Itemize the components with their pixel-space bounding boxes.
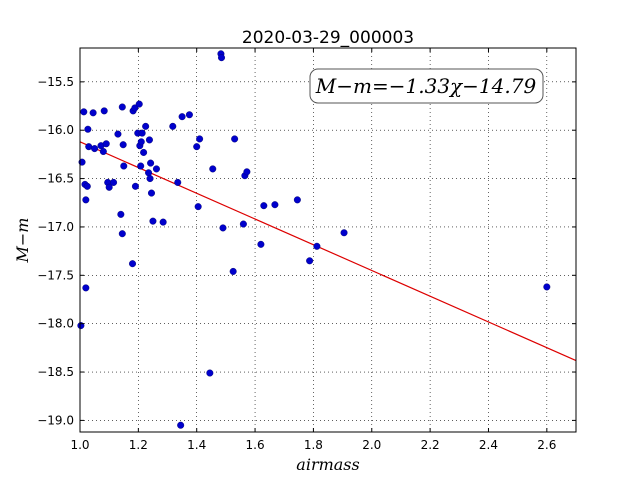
x-tick-label: 1.4	[187, 438, 206, 452]
data-point	[142, 122, 150, 130]
x-tick-label: 2.0	[362, 438, 381, 452]
data-point	[114, 130, 122, 138]
data-point	[145, 169, 153, 177]
y-tick-label: −18.5	[37, 365, 74, 379]
chart-title: 2020-03-29_000003	[242, 28, 414, 48]
equation-annotation: M−m=−1.33χ−14.79	[309, 68, 544, 104]
data-point	[229, 267, 237, 275]
data-point	[110, 178, 118, 186]
y-tick-label: −15.5	[37, 75, 74, 89]
data-point	[174, 178, 182, 186]
y-tick-label: −16.5	[37, 172, 74, 186]
data-point	[120, 162, 128, 170]
data-point	[159, 218, 167, 226]
data-point	[206, 369, 214, 377]
x-tick-label: 2.2	[421, 438, 440, 452]
data-point	[140, 148, 148, 156]
data-point	[231, 135, 239, 143]
data-point	[91, 145, 99, 153]
data-point	[147, 189, 155, 197]
data-point	[118, 103, 126, 111]
data-point	[89, 109, 97, 117]
data-point	[178, 113, 186, 121]
data-point	[196, 135, 204, 143]
data-point	[340, 229, 348, 237]
data-point	[99, 147, 107, 155]
data-point	[129, 260, 137, 268]
x-tick-label: 2.6	[537, 438, 556, 452]
y-tick-label: −17.0	[37, 220, 74, 234]
data-point	[260, 202, 268, 210]
x-axis-label: airmass	[296, 455, 359, 474]
data-point	[131, 182, 139, 190]
data-point	[306, 257, 314, 265]
data-point	[149, 217, 157, 225]
data-point	[146, 175, 154, 183]
data-point	[194, 203, 202, 211]
data-point	[193, 143, 201, 151]
data-point	[82, 196, 90, 204]
x-tick-label: 1.6	[246, 438, 265, 452]
data-point	[218, 54, 226, 62]
x-tick-label: 1.2	[129, 438, 148, 452]
y-tick-label: −17.5	[37, 268, 74, 282]
data-point	[102, 140, 110, 148]
y-tick-label: −18.0	[37, 317, 74, 331]
data-point	[119, 141, 127, 149]
data-point	[152, 165, 160, 173]
data-point	[257, 240, 265, 248]
x-tick-label: 1.0	[70, 438, 89, 452]
fit-line-group	[79, 141, 577, 362]
data-point	[147, 159, 155, 167]
data-point	[145, 136, 153, 144]
y-axis-label: M−m	[13, 218, 32, 264]
y-tick-label: −16.0	[37, 123, 74, 137]
fit-line	[79, 141, 577, 362]
data-point	[169, 122, 177, 130]
data-point	[239, 220, 247, 228]
x-tick-label: 1.8	[304, 438, 323, 452]
data-points	[77, 50, 551, 429]
data-point	[313, 242, 321, 250]
data-point	[137, 138, 145, 146]
data-point	[117, 210, 125, 218]
equation-box	[309, 68, 544, 104]
plot-frame	[79, 47, 577, 433]
data-point	[209, 165, 217, 173]
data-point	[177, 421, 185, 429]
data-point	[543, 283, 551, 291]
data-point	[105, 183, 113, 191]
data-point	[185, 111, 193, 119]
data-point	[118, 230, 126, 238]
data-point	[85, 143, 93, 151]
data-point	[138, 129, 146, 137]
y-tick-label: −19.0	[37, 413, 74, 427]
data-point	[137, 162, 145, 170]
grid	[79, 48, 576, 432]
data-point	[293, 196, 301, 204]
data-point	[100, 107, 108, 115]
data-point	[83, 182, 91, 190]
x-tick-label: 2.4	[479, 438, 498, 452]
data-point	[219, 224, 227, 232]
data-point	[84, 125, 92, 133]
equation-text: M−m=−1.33χ−14.79	[315, 74, 537, 98]
ticks: 1.0 1.2 1.4 1.6 1.8 2.0 2.2 2.4 2.6 −15.5 −16.0 −16…	[37, 48, 576, 452]
data-point	[80, 108, 88, 116]
data-point	[82, 284, 90, 292]
data-point	[131, 104, 139, 112]
data-point	[135, 100, 143, 108]
data-point	[243, 168, 251, 176]
data-point	[271, 201, 279, 209]
